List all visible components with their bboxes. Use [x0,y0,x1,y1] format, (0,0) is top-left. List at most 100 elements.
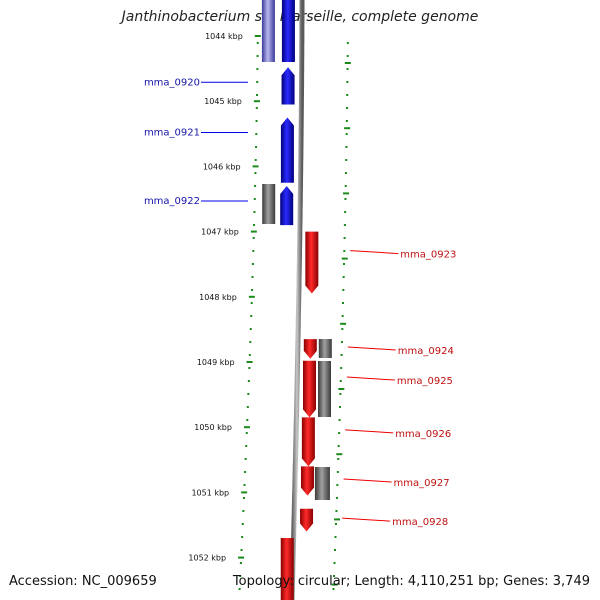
genome-backbone [289,0,305,600]
tick-dot [255,133,258,135]
tick-dot [333,549,336,551]
tick-dot [345,146,348,148]
major-tick-right [344,127,351,130]
tick-dot [346,68,349,70]
tick-dot [342,276,345,278]
feature-block [318,361,332,417]
gene-arrow-mma_0925[interactable] [302,360,316,418]
major-tick-right [340,322,347,325]
tick-dot [250,302,253,304]
gene-label-mma_0925[interactable]: mma_0925 [397,376,453,387]
gene-label-mma_0922[interactable]: mma_0922 [144,196,200,207]
kbp-tick-label: 1047 kbp [201,228,239,237]
gene-label-mma_0928[interactable]: mma_0928 [392,517,448,528]
tick-dot [339,380,342,382]
major-tick-right [331,583,338,586]
gene-label-mma_0920[interactable]: mma_0920 [144,77,200,88]
tick-dot [336,484,339,486]
gene-arrow-mma_0924[interactable] [303,339,317,359]
tick-dot [255,107,258,109]
major-tick-right [336,453,343,456]
gene-label-mma_0921[interactable]: mma_0921 [144,128,200,139]
feature-block [318,339,332,358]
tick-dot [346,55,349,57]
gene-leader-line [343,478,392,483]
gene-arrow-mma_0926[interactable] [301,417,315,467]
tick-dot [245,432,248,434]
tick-dot [255,120,258,122]
tick-dot [344,211,347,213]
tick-dot [251,263,254,265]
gene-arrow-mma_0921[interactable] [280,117,294,183]
tick-dot [342,263,345,265]
gene-leader-line [347,346,396,351]
tick-dot [336,471,339,473]
major-tick-left [243,426,250,429]
tick-dot [340,341,343,343]
tick-dot [244,471,247,473]
feature-block [280,538,294,600]
feature-block [281,0,295,62]
gene-label-mma_0924[interactable]: mma_0924 [398,346,454,357]
tick-dot [251,276,254,278]
tick-dot [249,341,252,343]
tick-dot [345,159,348,161]
tick-dot [241,523,244,525]
tick-dot [239,575,242,577]
tick-dot [242,497,245,499]
tick-dot [254,185,257,187]
tick-dot [254,172,257,174]
tick-dot [346,81,349,83]
kbp-tick-label: 1048 kbp [199,293,237,302]
gene-arrow-mma_0928[interactable] [300,508,314,532]
tick-dot [256,55,259,57]
tick-dot [245,445,248,447]
gene-leader-line [350,250,399,255]
gene-arrow-mma_0920[interactable] [281,67,295,105]
tick-dot [252,250,255,252]
tick-dot [345,133,348,135]
kbp-tick-label: 1045 kbp [204,97,242,106]
kbp-tick-label: 1046 kbp [203,162,241,171]
major-tick-right [343,192,350,195]
tick-dot [344,198,347,200]
major-tick-right [344,62,351,64]
tick-dot [254,159,257,161]
accession-text: Accession: NC_009659 [9,574,157,589]
tick-dot [343,237,346,239]
tick-dot [342,289,345,291]
gene-layer: mma_0920 mma_0921 mma_0922 mma_0923 mma_0924… [144,67,456,532]
gene-leader-line [345,429,394,434]
gene-arrow-mma_0922[interactable] [280,185,294,226]
major-tick-left [246,361,253,363]
tick-dot [335,510,338,512]
tick-dot [343,250,346,252]
tick-dot [256,42,259,44]
gene-arrow-mma_0923[interactable] [305,231,319,294]
tick-dot [253,224,256,226]
tick-dot [341,302,344,304]
tick-dot [251,289,254,291]
tick-dot [344,185,347,187]
tick-dot [253,198,256,200]
tick-dot [256,94,259,96]
tick-dot [242,510,245,512]
feature-block [314,467,330,500]
tick-dot [337,458,340,460]
major-tick-left [241,491,248,494]
tick-labels: 1044 kbp 1045 kbp 1046 kbp 1047 kbp 1048 kbp… [188,32,351,586]
tick-dot [343,224,346,226]
tick-dot [243,484,246,486]
gene-label-mma_0923[interactable]: mma_0923 [400,250,456,261]
gene-label-mma_0926[interactable]: mma_0926 [395,429,451,440]
gene-arrow-mma_0927[interactable] [300,466,314,496]
kbp-tick-label: 1049 kbp [197,358,235,367]
tick-dot [248,354,251,356]
tick-dot [338,406,341,408]
kbp-tick-label: 1052 kbp [188,554,226,563]
tick-dot [256,81,259,83]
tick-dot [250,315,253,317]
gene-label-mma_0927[interactable]: mma_0927 [394,478,450,489]
feature-blocks [261,0,332,600]
